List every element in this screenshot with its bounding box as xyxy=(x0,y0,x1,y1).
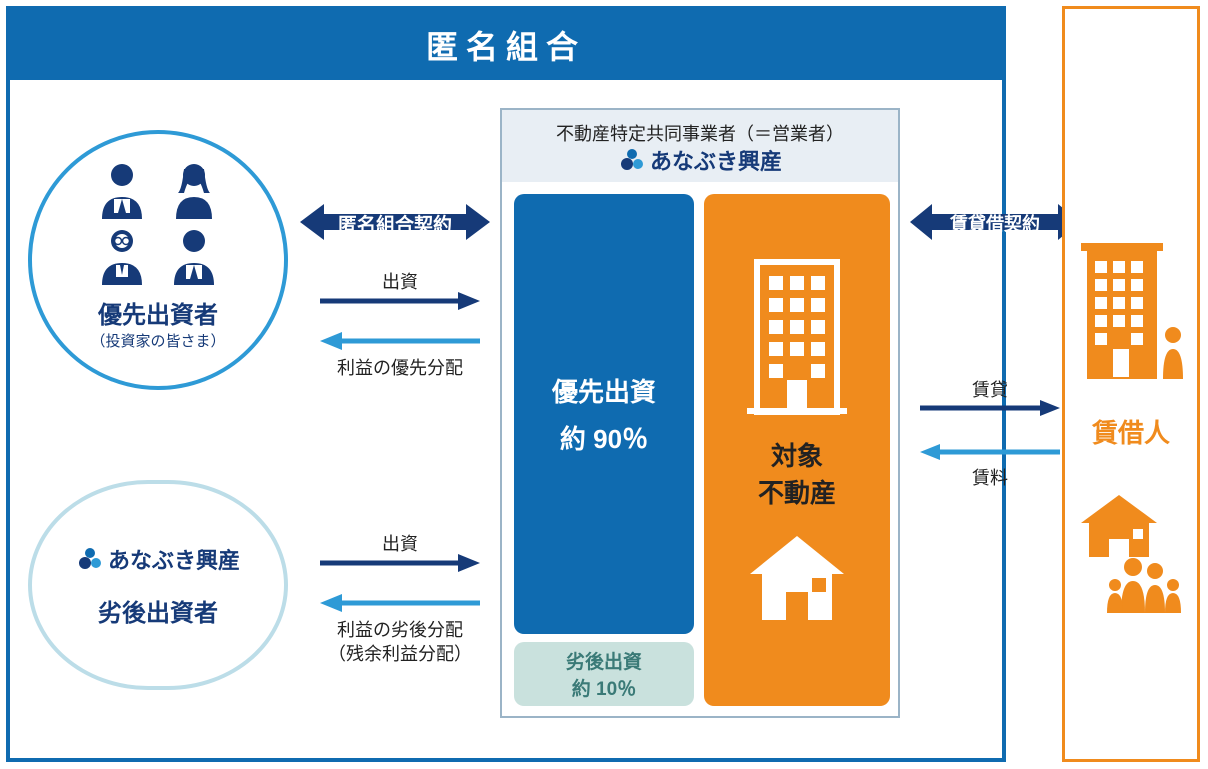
subordinated-investment-line2: 約 10％ xyxy=(572,674,636,701)
contract1-label: 匿名組合契約 xyxy=(300,210,490,237)
operator-container: 不動産特定共同事業者（＝営業者） あなぶき興産 優先出資 約 90％ 劣後出資 … xyxy=(500,108,900,718)
people-icons-row1 xyxy=(92,159,224,221)
invest2-arrow xyxy=(320,552,480,579)
preferred-investor-title: 優先出資者 xyxy=(98,295,218,330)
tenant-building-icon xyxy=(1079,239,1189,389)
arrow-left-icon xyxy=(920,442,1060,462)
person-icon xyxy=(92,225,152,287)
dist2-label: 利益の劣後分配 xyxy=(310,616,490,642)
preferred-investor-circle: 優先出資者 （投資家の皆さま） xyxy=(28,130,288,390)
subordinated-investment-box: 劣後出資 約 10％ xyxy=(514,642,694,706)
subordinated-brand: あなぶき興産 xyxy=(76,543,240,575)
person-icon xyxy=(164,225,224,287)
brand-logo-icon xyxy=(76,545,104,573)
arrow-left-icon xyxy=(320,592,480,614)
people-icons-row2 xyxy=(92,225,224,287)
rent-out-label: 賃貸 xyxy=(920,376,1060,402)
subordinated-investment-line1: 劣後出資 xyxy=(566,647,642,674)
tenant-container: 賃借人 xyxy=(1062,6,1200,762)
subordinated-investor-circle: あなぶき興産 劣後出資者 xyxy=(28,480,288,690)
person-icon xyxy=(164,159,224,221)
partnership-title-bar: 匿名組合 xyxy=(10,10,1002,80)
preferred-investment-line2: 約 90％ xyxy=(560,419,648,456)
preferred-investment-box: 優先出資 約 90％ xyxy=(514,194,694,634)
operator-header-text: 不動産特定共同事業者（＝営業者） xyxy=(502,114,898,148)
building-icon xyxy=(737,252,857,422)
preferred-investor-subtitle: （投資家の皆さま） xyxy=(90,330,225,351)
partnership-title: 匿名組合 xyxy=(426,22,586,68)
tenant-house-family-icon xyxy=(1075,489,1195,619)
dist1-label: 利益の優先分配 xyxy=(310,354,490,380)
operator-brand: あなぶき興産 xyxy=(502,144,898,176)
contract2-label: 賃貸借契約 xyxy=(910,210,1080,236)
invest1-label: 出資 xyxy=(320,268,480,294)
property-line2: 不動産 xyxy=(758,473,836,510)
property-box: 対象 不動産 xyxy=(704,194,890,706)
dist2-arrow xyxy=(320,592,480,619)
subordinated-brand-text: あなぶき興産 xyxy=(108,543,240,575)
tenant-label: 賃借人 xyxy=(1065,413,1197,450)
rent-in-label: 賃料 xyxy=(920,464,1060,490)
brand-logo-icon xyxy=(618,146,646,174)
person-icon xyxy=(92,159,152,221)
preferred-investment-line1: 優先出資 xyxy=(552,372,656,409)
arrow-left-icon xyxy=(320,330,480,352)
subordinated-investor-title: 劣後出資者 xyxy=(98,593,218,628)
house-icon xyxy=(742,528,852,628)
invest1-arrow xyxy=(320,290,480,317)
dist1-arrow xyxy=(320,330,480,357)
invest2-label: 出資 xyxy=(320,530,480,556)
dist2-sublabel: （残余利益分配） xyxy=(310,640,490,666)
operator-brand-text: あなぶき興産 xyxy=(650,144,782,176)
property-line1: 対象 xyxy=(771,436,823,473)
